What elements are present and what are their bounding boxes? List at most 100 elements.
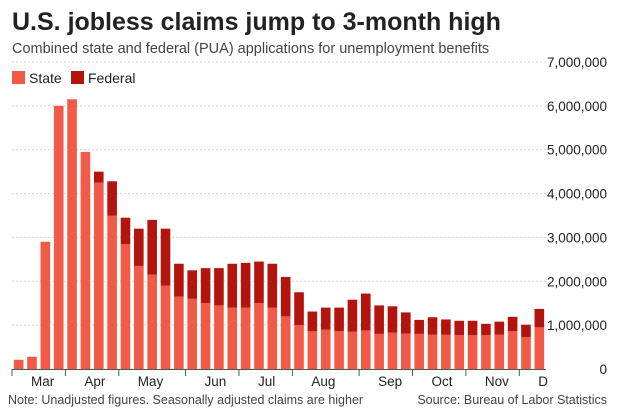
bar-state (334, 331, 344, 369)
bar-state (134, 265, 144, 369)
bar-federal (521, 324, 531, 337)
x-tick-label: Nov (485, 374, 509, 389)
bar-federal (401, 312, 411, 334)
legend-swatch-federal (71, 71, 84, 84)
bar-federal (494, 321, 505, 335)
bar-federal (134, 228, 144, 266)
bar-state (227, 307, 238, 369)
legend-swatch-state (12, 71, 25, 84)
bar-state (147, 274, 157, 369)
bar-federal (254, 261, 264, 304)
bar-federal (107, 181, 117, 216)
chart-subtitle: Combined state and federal (PUA) applica… (12, 41, 489, 57)
bar-state (307, 331, 318, 369)
footer-source: Source: Bureau of Labor Statistics (417, 393, 607, 407)
bar-federal (360, 293, 371, 331)
bar-federal (387, 306, 398, 333)
x-axis: Mar Apr May Jun Jul Aug Sep Oct Nov D (11, 369, 548, 389)
bar-state (294, 325, 304, 369)
y-tick-label: 2,000,000 (547, 274, 607, 289)
bar-state (107, 215, 117, 369)
bar-federal (93, 171, 104, 183)
x-tick-label: Apr (84, 374, 106, 389)
bar-federal (120, 217, 131, 245)
y-tick-label: 1,000,000 (547, 318, 607, 333)
legend: State Federal (12, 70, 135, 86)
bar-state (160, 285, 171, 369)
bar-state (347, 331, 358, 369)
bar-state (80, 151, 91, 369)
bar-federal (240, 262, 251, 308)
bar-state (360, 330, 371, 369)
bar-state (454, 335, 465, 369)
x-tick-label: May (138, 374, 164, 389)
bar-state (40, 241, 51, 369)
bar-federal (160, 228, 171, 286)
bar-federal (320, 307, 331, 330)
bar-state (401, 333, 411, 369)
bar-state (534, 327, 545, 369)
footer-note: Note: Unadjusted figures. Seasonally adj… (8, 393, 363, 407)
x-tick-label: Jul (258, 374, 275, 389)
x-tick-label: Oct (432, 374, 453, 389)
bar-state (481, 335, 491, 369)
y-tick-label: 4,000,000 (547, 187, 607, 202)
bar-federal (414, 319, 424, 334)
bar-federal (227, 263, 238, 308)
bar-federal (481, 323, 491, 336)
y-tick-label: 6,000,000 (547, 99, 607, 114)
y-axis-tick-labels: 0 1,000,000 2,000,000 3,000,000 4,000,000 5,0… (547, 55, 607, 377)
bar-state (507, 331, 518, 369)
bar-state (280, 316, 291, 369)
bar-state (267, 307, 278, 369)
bar-federal (347, 299, 358, 332)
bar-state (387, 332, 398, 369)
legend-label-federal: Federal (88, 70, 135, 86)
bar-federal (427, 317, 438, 335)
bar-state (240, 307, 251, 369)
bar-state (187, 298, 198, 369)
bar-federal (467, 320, 478, 336)
bar-state (414, 333, 424, 369)
bar-state (467, 335, 478, 369)
bar-federal (174, 263, 184, 297)
bar-federal (374, 305, 384, 334)
bar-state (494, 334, 505, 369)
bar-federal (534, 308, 545, 328)
bar-state (427, 334, 438, 369)
bar-federal (507, 316, 518, 332)
bars (13, 99, 545, 370)
bar-state (67, 99, 77, 370)
bar-federal (294, 292, 304, 326)
bar-state (53, 105, 64, 369)
bar-state (120, 244, 131, 369)
x-tick-label: Mar (31, 374, 55, 389)
bar-state (320, 329, 331, 369)
legend-label-state: State (29, 70, 62, 86)
bar-state (174, 296, 184, 369)
gridlines (12, 61, 546, 326)
x-tick-label: Sep (378, 374, 402, 389)
bar-state (521, 336, 531, 369)
x-tick-label: D (538, 374, 548, 389)
bar-federal (200, 268, 211, 304)
bar-state (13, 359, 24, 369)
bar-state (27, 356, 37, 369)
bar-federal (454, 320, 465, 336)
chart-title: U.S. jobless claims jump to 3-month high (12, 8, 501, 36)
bar-federal (280, 276, 291, 317)
y-tick-label: 3,000,000 (547, 230, 607, 245)
bar-state (200, 303, 211, 369)
bar-federal (441, 319, 451, 335)
bar-federal (147, 219, 157, 275)
bar-federal (307, 311, 318, 332)
bar-state (254, 303, 264, 369)
x-tick-label: Jun (205, 374, 227, 389)
y-tick-label: 5,000,000 (547, 143, 607, 158)
bar-state (93, 182, 104, 369)
y-tick-label: 0 (599, 362, 607, 377)
bar-state (441, 334, 451, 369)
y-tick-label: 7,000,000 (547, 55, 607, 70)
